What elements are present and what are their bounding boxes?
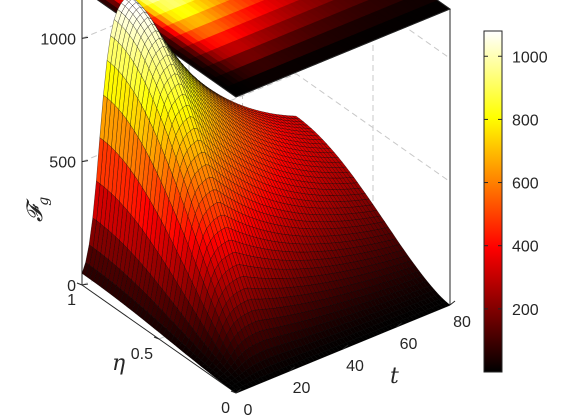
top-projection-cell	[232, 0, 251, 9]
top-projection-cell	[283, 0, 296, 4]
x-tick-label: 80	[453, 314, 471, 331]
top-projection-cell	[377, 0, 393, 7]
z-tick-mark	[81, 283, 89, 286]
colorbar-tick-label: 1000	[512, 49, 548, 66]
surface-cell	[81, 262, 90, 277]
z-axis-label-sub: g	[36, 197, 52, 206]
top-projection-cell	[156, 0, 161, 1]
surface-mesh	[81, 0, 451, 394]
top-projection-cell	[385, 0, 399, 5]
y-tick-mark	[230, 390, 237, 394]
top-projection-cell	[114, 0, 125, 3]
x-tick-label: 0	[244, 402, 253, 419]
y-axis-label: η	[112, 351, 125, 376]
top-projection-cell	[396, 0, 417, 12]
top-projection-cell	[428, 0, 438, 3]
top-projection-cell	[394, 0, 404, 3]
x-tick-mark	[449, 300, 456, 306]
z-tick-label: 1000	[40, 31, 76, 48]
top-projection-cell	[173, 0, 188, 6]
colorbar-tick-label: 400	[512, 239, 539, 256]
x-tick-mark	[289, 366, 295, 372]
top-projection-cell	[266, 0, 285, 9]
top-projection-cell	[215, 0, 228, 4]
svg-text:𝓕g: 𝓕g	[23, 197, 52, 222]
top-projection-cell	[182, 0, 193, 4]
top-projection-cell	[360, 0, 369, 3]
colorbar-tick-label: 600	[512, 176, 539, 193]
top-projection-cell	[249, 0, 262, 4]
top-projection-cell	[139, 0, 154, 6]
top-projection-cell	[368, 0, 388, 9]
colorbar-tick-label: 800	[512, 112, 539, 129]
top-projection-cell	[419, 0, 433, 5]
top-projection-cell	[105, 0, 120, 6]
top-projection-cell	[326, 0, 334, 2]
top-projection-cell	[294, 0, 314, 11]
colorbar-gradient	[483, 30, 503, 373]
top-projection-cell	[198, 0, 217, 8]
z-tick-mark	[81, 160, 89, 163]
top-projection-cell	[334, 0, 354, 9]
y-tick-label: 1	[67, 292, 76, 309]
top-projection-cell	[190, 0, 195, 2]
z-tick-label: 500	[49, 155, 76, 172]
top-projection-cell	[224, 0, 230, 2]
z-grid-line	[81, 73, 451, 183]
y-tick-mark	[76, 282, 83, 286]
top-projection-cell	[362, 0, 383, 12]
top-projection-cell	[225, 0, 246, 11]
top-projection-cell	[328, 0, 348, 11]
z-axis-label: 𝓕g	[23, 197, 52, 222]
top-projection-cell	[207, 0, 222, 6]
top-projection-cell	[259, 0, 280, 11]
top-projection-cell	[191, 0, 212, 11]
colorbar-tick-label: 200	[512, 302, 539, 319]
y-tick-label: 0.5	[131, 346, 153, 363]
top-projection-cell	[402, 0, 422, 10]
top-projection-cell	[300, 0, 320, 9]
y-tick-mark	[153, 336, 160, 340]
top-projection-cell	[165, 0, 183, 8]
x-tick-mark	[235, 388, 242, 394]
x-tick-label: 20	[293, 380, 311, 397]
surface-cell	[126, 0, 131, 3]
x-axis-label: t	[390, 364, 399, 389]
x-tick-label: 40	[346, 358, 364, 375]
x-tick-mark	[342, 344, 349, 350]
colorbar: 200 400 600 800 1000	[483, 30, 548, 373]
top-projection-cell	[351, 0, 365, 5]
x-tick-label: 60	[400, 336, 418, 353]
z-tick-mark	[81, 36, 89, 39]
top-projection	[96, 0, 452, 98]
top-projection-cell	[258, 0, 265, 2]
y-tick-label: 0	[221, 400, 230, 417]
top-projection-cell	[317, 0, 330, 5]
x-tick-mark	[396, 322, 402, 328]
z-tick-label: 0	[67, 278, 76, 295]
top-projection-cell	[292, 0, 300, 2]
top-projection-cell	[148, 0, 159, 4]
top-projection-cell	[157, 0, 177, 10]
top-projection-cell	[411, 0, 428, 7]
